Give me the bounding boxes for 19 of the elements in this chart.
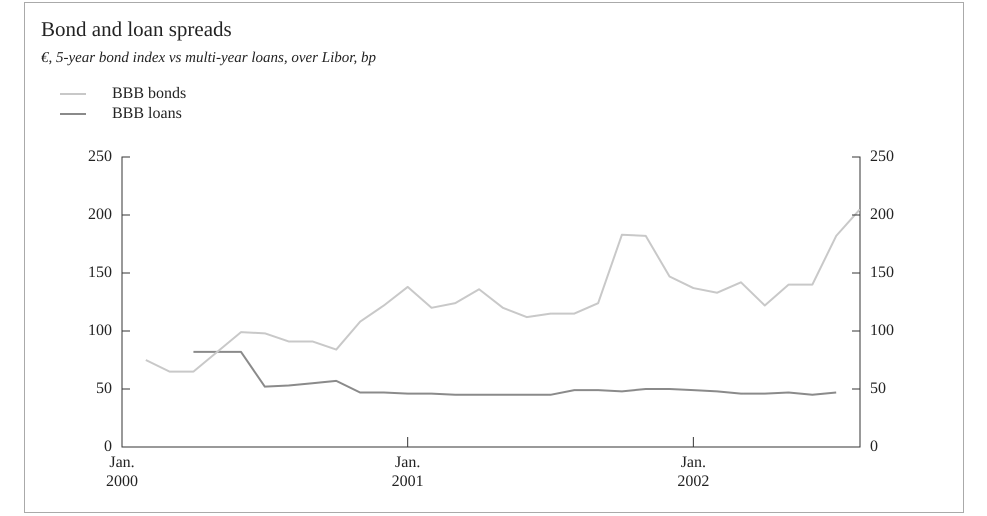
chart-subtitle: €, 5-year bond index vs multi-year loans, over Libor, bp [41, 50, 376, 67]
y2-tick-label: 250 [870, 148, 894, 166]
y-tick-label: 50 [96, 380, 112, 398]
y-tick-label: 200 [88, 206, 112, 224]
y2-tick-label: 100 [870, 322, 894, 340]
y-tick-label: 250 [88, 148, 112, 166]
y2-tick-label: 200 [870, 206, 894, 224]
y2-tick-label: 150 [870, 264, 894, 282]
y2-tick-label: 0 [870, 438, 878, 456]
y2-tick-label: 50 [870, 380, 886, 398]
y-tick-label: 150 [88, 264, 112, 282]
x-tick-label: Jan. 2000 [106, 454, 138, 490]
legend-label: BBB loans [112, 105, 182, 123]
y-tick-label: 0 [104, 438, 112, 456]
chart-title: Bond and loan spreads [41, 17, 232, 42]
x-tick-label: Jan. 2002 [677, 454, 710, 490]
legend-label: BBB bonds [112, 85, 186, 103]
y-tick-label: 100 [88, 322, 112, 340]
x-tick-label: Jan. 2001 [392, 454, 424, 490]
